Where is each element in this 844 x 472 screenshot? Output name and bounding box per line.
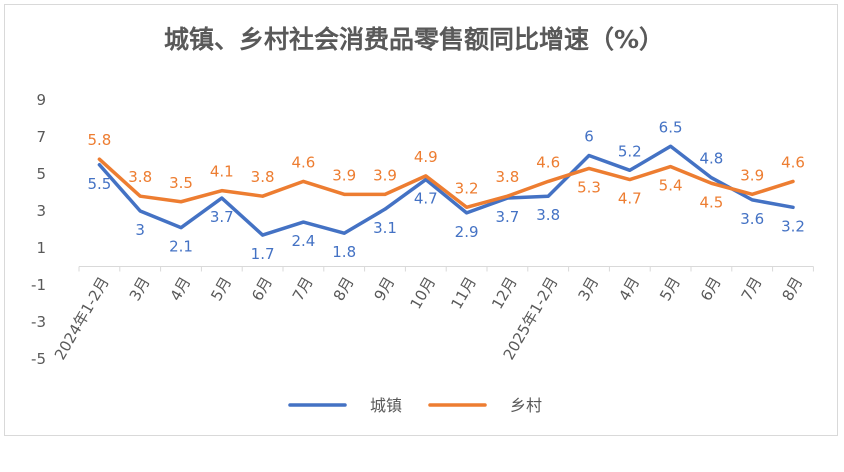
- data-label: 3.2: [455, 179, 479, 197]
- legend: 城镇 乡村: [288, 396, 542, 415]
- y-axis: 9 7 5 3 1 -1 -3 -5: [31, 91, 46, 368]
- data-label: 3.1: [373, 219, 397, 237]
- data-label: 1.7: [251, 245, 275, 263]
- x-tick-label: 8月: [778, 274, 806, 304]
- data-label: 5.2: [618, 142, 642, 160]
- data-label: 5.5: [87, 175, 111, 193]
- series-line-urban: [97, 144, 795, 237]
- x-tick-label: 7月: [738, 274, 766, 304]
- data-label: 3.9: [373, 166, 397, 184]
- data-label: 3.8: [536, 206, 560, 224]
- x-axis: 2024年1-2月 3月 4月 5月 6月 7月 8月 9月 10月 11月 12月2025年1-2…: [51, 266, 814, 363]
- data-label: 1.8: [332, 243, 356, 261]
- x-tick-label: 4月: [615, 274, 643, 304]
- y-tick-label: 5: [36, 165, 46, 183]
- x-tick-label: 6月: [697, 274, 725, 304]
- data-label: 3.9: [332, 166, 356, 184]
- data-label: 3.8: [495, 168, 519, 186]
- data-label: 3.6: [740, 210, 764, 228]
- y-tick-label: -1: [31, 276, 46, 294]
- data-label: 4.6: [781, 153, 805, 171]
- data-label: 3.9: [740, 166, 764, 184]
- data-label: 4.6: [291, 153, 315, 171]
- x-tick-label: 11月: [447, 274, 480, 313]
- data-label: 6: [584, 128, 594, 146]
- data-label: 2.4: [291, 232, 315, 250]
- data-label: 3.2: [781, 217, 805, 235]
- data-label: 4.1: [210, 163, 234, 181]
- y-tick-label: -3: [31, 313, 46, 331]
- x-tick-label: 5月: [207, 274, 235, 304]
- data-label: 6.5: [659, 118, 683, 136]
- y-tick-label: -5: [31, 350, 46, 368]
- data-label: 3: [135, 221, 145, 239]
- y-tick-label: 1: [36, 239, 46, 257]
- x-tick-label: 4月: [166, 274, 194, 304]
- series-line-rural: [97, 157, 795, 210]
- legend-label: 乡村: [510, 396, 542, 415]
- data-label: 4.5: [699, 193, 723, 211]
- x-tick-label: 8月: [330, 274, 358, 304]
- x-tick-label: 6月: [248, 274, 276, 304]
- chart-title: 城镇、乡村社会消费品零售额同比增速（%）: [164, 25, 664, 54]
- series-group: 5.5 3 2.1 3.7 1.7 2.4 1.8 3.1 4.7 2.9 3.7 3.8 6 5.2 6.…: [87, 118, 804, 263]
- data-label: 3.7: [495, 208, 519, 226]
- x-tick-label: 10月: [407, 274, 440, 313]
- data-label: 3.8: [128, 168, 152, 186]
- data-label: 3.7: [210, 208, 234, 226]
- x-tick-label: 2024年1-2月: [51, 274, 113, 363]
- x-tick-label: 3月: [574, 274, 602, 304]
- y-tick-label: 9: [36, 91, 46, 109]
- x-tick-label: 3月: [126, 274, 154, 304]
- y-tick-label: 7: [36, 128, 46, 146]
- data-label: 4.7: [618, 190, 642, 208]
- data-label: 5.4: [659, 177, 683, 195]
- data-label: 3.5: [169, 174, 193, 192]
- x-tick-label: 5月: [656, 274, 684, 304]
- y-tick-label: 3: [36, 202, 46, 220]
- x-tick-label: 12月: [488, 274, 521, 313]
- data-label: 4.7: [414, 190, 438, 208]
- data-label: 3.8: [251, 168, 275, 186]
- data-label: 5.3: [577, 178, 601, 196]
- x-tick-label: 9月: [370, 274, 398, 304]
- data-label: 4.6: [536, 153, 560, 171]
- data-label: 2.1: [169, 238, 193, 256]
- data-label: 4.8: [699, 150, 723, 168]
- data-label: 4.9: [414, 148, 438, 166]
- data-label: 2.9: [455, 223, 479, 241]
- data-label: 5.8: [87, 131, 111, 149]
- chart-frame: [4, 4, 838, 436]
- legend-label: 城镇: [370, 396, 402, 415]
- x-tick-label: 7月: [289, 274, 317, 304]
